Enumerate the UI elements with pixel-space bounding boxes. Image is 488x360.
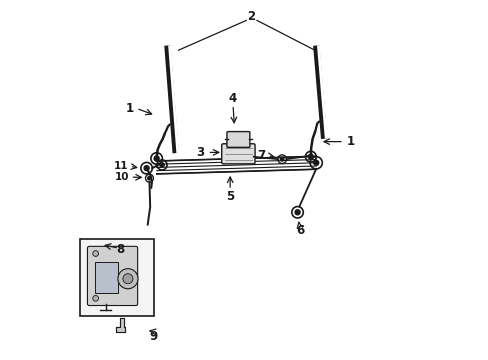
FancyBboxPatch shape [221,144,255,164]
Text: 8: 8 [117,243,124,256]
Bar [94,262,118,293]
FancyBboxPatch shape [226,132,249,147]
Text: 4: 4 [228,93,237,105]
Circle shape [144,166,149,171]
Bar [80,239,153,316]
FancyBboxPatch shape [87,246,137,306]
Circle shape [308,154,313,159]
Text: 9: 9 [149,330,157,343]
Text: 10: 10 [114,172,129,182]
Circle shape [93,251,99,256]
Text: 1: 1 [346,135,354,148]
Text: 7: 7 [257,149,265,162]
Circle shape [93,296,99,301]
Circle shape [122,274,133,284]
Text: 3: 3 [196,146,204,159]
Circle shape [313,160,318,165]
Text: 2: 2 [247,10,255,23]
Circle shape [280,157,284,161]
Text: 1: 1 [125,102,134,115]
Circle shape [147,176,151,180]
Text: 11: 11 [113,161,128,171]
Circle shape [294,210,300,215]
Text: 5: 5 [225,190,234,203]
Circle shape [154,156,159,161]
Polygon shape [116,318,125,332]
Circle shape [160,163,164,167]
Text: 6: 6 [295,224,304,238]
Circle shape [118,269,138,289]
